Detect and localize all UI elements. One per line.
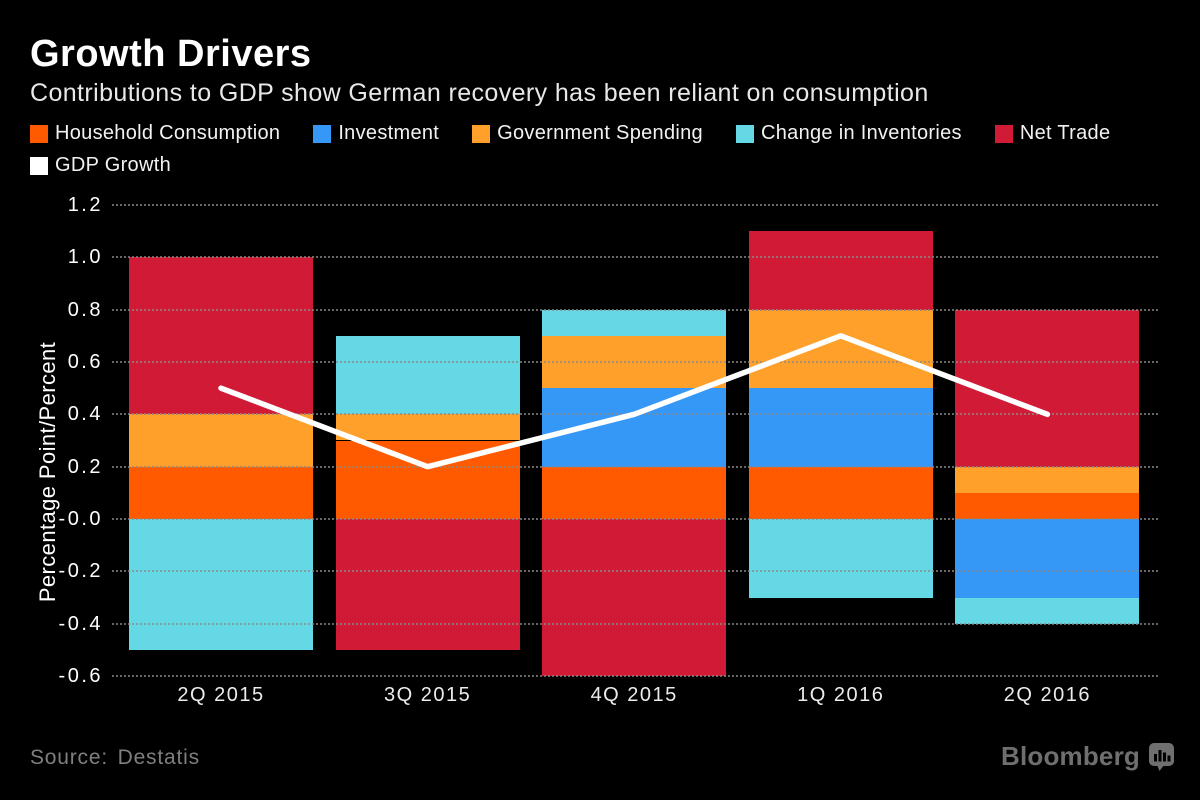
chart-legend: Household Consumption Investment Governmen… xyxy=(30,122,1175,177)
gdp-growth-line xyxy=(218,333,1051,470)
gridline--0.4 xyxy=(112,622,1158,625)
legend-swatch-household-consumption xyxy=(30,124,48,143)
chart-subtitle: Contributions to GDP show German recover… xyxy=(30,79,929,107)
gridline-1.2 xyxy=(112,204,1158,206)
bar-segment-change-in-inventories-2q-2016 xyxy=(955,597,1140,624)
bar-segment-government-spending-2q-2015 xyxy=(129,414,313,467)
y-tick--0.4: -0.4 xyxy=(58,612,103,635)
chart-title: Growth Drivers xyxy=(30,33,312,75)
y-tick--0.0: -0.0 xyxy=(58,508,103,530)
gridline--0.0 xyxy=(112,518,1158,520)
gridline-0.6 xyxy=(112,361,1158,363)
y-tick-0.2: 0.2 xyxy=(67,455,103,478)
legend-item-household-consumption: Household Consumption xyxy=(30,122,280,145)
legend-swatch-gdp-growth xyxy=(30,156,48,175)
gridline-1.0 xyxy=(112,256,1158,259)
brand-logo: Bloomberg xyxy=(1001,741,1174,772)
bar-segment-government-spending-1q-2016 xyxy=(748,309,933,389)
bar-segment-net-trade-4q-2015 xyxy=(542,519,727,676)
legend-swatch-net-trade xyxy=(994,124,1013,143)
bar-segment-change-in-inventories-1q-2016 xyxy=(748,519,933,598)
y-tick-0.8: 0.8 xyxy=(67,298,103,321)
legend-label: Change in Inventories xyxy=(760,122,962,144)
legend-label: Net Trade xyxy=(1019,122,1111,144)
legend-item-government-spending: Government Spending xyxy=(472,122,703,145)
y-tick-1.0: 1.0 xyxy=(67,246,103,269)
legend-item-gdp-growth: GDP Growth xyxy=(30,154,171,177)
x-tick-1q-2016: 1Q 2016 xyxy=(797,684,885,706)
bar-segment-investment-1q-2016 xyxy=(748,388,933,467)
legend-label: GDP Growth xyxy=(55,154,171,176)
bar-segment-household-consumption-1q-2016 xyxy=(748,466,933,519)
bar-segment-household-consumption-4q-2015 xyxy=(542,466,727,519)
bar-segment-change-in-inventories-4q-2015 xyxy=(542,309,727,336)
bar-segment-household-consumption-2q-2015 xyxy=(129,466,313,519)
gridline--0.2 xyxy=(112,570,1158,573)
legend-item-change-in-inventories: Change in Inventories xyxy=(735,122,962,145)
y-tick-0.6: 0.6 xyxy=(67,351,103,373)
bloomberg-terminal-icon xyxy=(1149,742,1174,771)
y-tick-0.4: 0.4 xyxy=(67,403,103,426)
brand-wordmark: Bloomberg xyxy=(1000,741,1140,771)
x-tick-4q-2015: 4Q 2015 xyxy=(590,684,678,706)
legend-label: Investment xyxy=(338,122,440,144)
gridline-0.8 xyxy=(112,308,1158,311)
gridline-0.2 xyxy=(112,465,1158,468)
bar-segment-household-consumption-2q-2016 xyxy=(955,492,1140,519)
legend-label: Household Consumption xyxy=(55,122,281,144)
legend-swatch-investment xyxy=(313,124,332,143)
y-tick--0.6: -0.6 xyxy=(58,665,103,687)
x-tick-3q-2015: 3Q 2015 xyxy=(383,684,472,706)
gridline--0.6 xyxy=(112,675,1158,677)
bar-segment-net-trade-3q-2015 xyxy=(335,519,520,650)
bar-segment-investment-2q-2016 xyxy=(955,519,1140,598)
bar-segment-change-in-inventories-3q-2015 xyxy=(335,335,520,415)
bar-segment-government-spending-2q-2016 xyxy=(955,466,1140,493)
legend-item-net-trade: Net Trade xyxy=(994,122,1111,145)
legend-item-investment: Investment xyxy=(313,122,439,145)
bar-segment-net-trade-1q-2016 xyxy=(748,231,933,310)
legend-label: Government Spending xyxy=(497,122,703,144)
bar-segment-government-spending-3q-2015 xyxy=(335,414,520,441)
source-note: Source: Destatis xyxy=(30,746,200,769)
x-tick-2q-2015: 2Q 2015 xyxy=(177,684,265,706)
plot-area xyxy=(112,204,1158,677)
y-tick-1.2: 1.2 xyxy=(67,194,103,216)
legend-swatch-change-in-inventories xyxy=(735,124,754,143)
legend-swatch-government-spending xyxy=(472,124,491,143)
x-tick-2q-2016: 2Q 2016 xyxy=(1003,684,1091,706)
bar-segment-change-in-inventories-2q-2015 xyxy=(129,519,313,650)
y-tick--0.2: -0.2 xyxy=(58,560,103,583)
